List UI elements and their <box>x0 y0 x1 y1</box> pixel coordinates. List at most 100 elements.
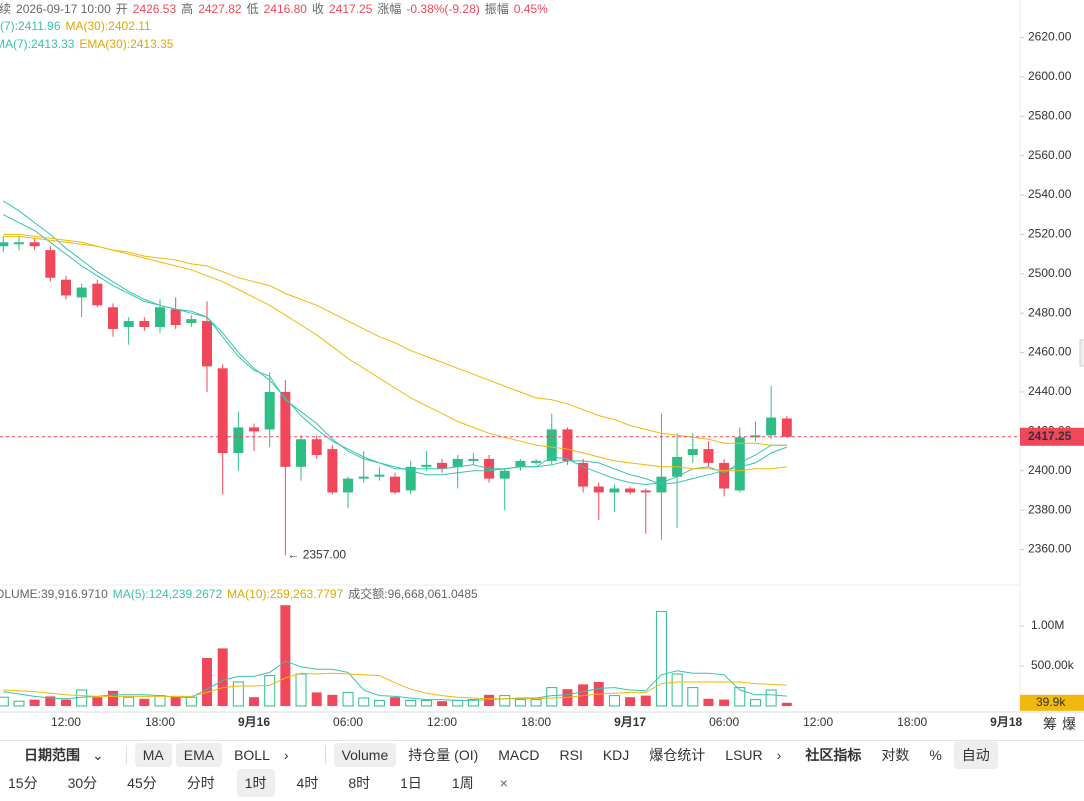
volume-bar <box>92 697 103 706</box>
candle-body <box>452 458 463 467</box>
volume-bar <box>499 695 511 707</box>
volume-bar <box>358 697 370 707</box>
community[interactable]: 社区指标 <box>805 747 862 763</box>
y-tick-label: 2580.00 <box>1028 108 1072 122</box>
volume-bar <box>608 695 620 707</box>
y-tick-label: 2500.00 <box>1028 266 1072 280</box>
candle-body <box>687 449 698 455</box>
candle-body <box>405 466 416 491</box>
indicator[interactable]: BOLL <box>234 747 270 763</box>
volume-bar <box>249 697 260 706</box>
indicator[interactable]: KDJ <box>602 747 630 763</box>
candle-body <box>123 321 134 327</box>
candle-body <box>155 307 165 327</box>
candle-body <box>703 449 714 463</box>
ema-header: EMA(7):2413.33 EMA(30):2413.35 <box>0 37 178 51</box>
volume-bar <box>202 658 213 706</box>
indicator[interactable]: EMA <box>175 743 223 767</box>
icon[interactable]: 爆 <box>1062 716 1076 732</box>
vol-ma10: MA(10):259,263.7797 <box>227 587 344 601</box>
label: 涨幅 <box>377 2 402 16</box>
value: 2416.80 <box>263 2 307 16</box>
indicator[interactable]: 持仓量 (OI) <box>408 747 479 763</box>
candle-body <box>249 427 260 432</box>
log[interactable]: 对数 <box>881 747 910 763</box>
y-tick-label: 2560.00 <box>1028 148 1072 162</box>
candle-body <box>343 478 354 493</box>
volume-bar <box>749 699 761 707</box>
auto[interactable]: 自动 <box>953 741 998 769</box>
label: 收 <box>311 2 324 16</box>
side-handle <box>1079 339 1084 367</box>
x-tick-label: 12:00 <box>51 715 81 729</box>
candle-body <box>107 307 118 329</box>
candle-body <box>719 462 730 489</box>
volume-bar <box>765 689 777 707</box>
symbol: 永续 <box>0 2 12 16</box>
y-tick-label: 2620.00 <box>1028 30 1072 44</box>
percent[interactable]: % <box>929 747 942 763</box>
indicator[interactable]: MA <box>134 743 172 767</box>
interval[interactable]: 30分 <box>67 775 98 791</box>
y-tick-label: 2540.00 <box>1028 187 1072 201</box>
volume-bar <box>327 694 338 706</box>
toolbar: 日期范围 ⌄ MA EMA BOLL › Volume 持仓量 (OI) MACD RSI KD… <box>0 740 1084 769</box>
y-tick-label: 1.00M <box>1031 618 1064 632</box>
interval[interactable]: 分时 <box>186 775 215 791</box>
ema30: EMA(30):2413.35 <box>79 37 174 51</box>
candle-body <box>437 462 448 469</box>
volume-bar <box>390 697 401 706</box>
candle-body <box>374 474 385 477</box>
candle-body <box>562 429 573 461</box>
candle-body <box>76 287 87 298</box>
label: 高 <box>181 2 194 16</box>
indicator[interactable]: RSI <box>559 747 583 763</box>
label: 低 <box>246 2 259 16</box>
ma-header: MA(7):2411.96 MA(30):2402.11 <box>0 19 156 33</box>
right-icons: 筹爆 <box>1043 717 1081 731</box>
volume-bar <box>719 699 730 706</box>
candle-body <box>578 462 589 487</box>
interval[interactable]: 45分 <box>127 775 157 791</box>
candle-body <box>170 309 181 325</box>
indicator[interactable]: LSUR <box>725 747 763 763</box>
volume-bar <box>687 687 699 707</box>
icon[interactable]: 筹 <box>1043 716 1057 732</box>
value: 2427.82 <box>198 2 242 16</box>
volume-bar <box>45 696 56 706</box>
vol-ma5: MA(5):124,239.2672 <box>112 587 223 601</box>
date-range[interactable]: 日期范围 <box>24 747 80 763</box>
interval[interactable]: 15分 <box>8 775 38 791</box>
interval[interactable]: 1日 <box>400 775 422 791</box>
candle-body <box>280 391 291 467</box>
volume-bar <box>264 675 276 707</box>
x-tick-label: 9月18 <box>990 715 1022 729</box>
y-tick-label: 2480.00 <box>1028 305 1072 319</box>
candle-body <box>499 470 510 479</box>
x-tick-label: 18:00 <box>521 715 551 729</box>
volume-bar <box>625 697 636 706</box>
y-tick-label: 2600.00 <box>1028 69 1072 83</box>
volume-bar <box>107 690 118 706</box>
value: 2417.25 <box>329 2 373 16</box>
x-tick-label: 9月16 <box>238 715 270 729</box>
interval[interactable]: 8时 <box>348 775 371 791</box>
volume-bar <box>232 681 244 707</box>
indicator[interactable]: MACD <box>498 747 540 763</box>
indicator[interactable]: 爆仓统计 <box>649 747 706 763</box>
indicator[interactable]: Volume <box>333 743 397 767</box>
volume-bar <box>671 673 683 707</box>
candle-body <box>781 418 792 437</box>
interval[interactable]: 1周 <box>451 775 474 791</box>
volume-bar <box>484 694 495 706</box>
volume-bar <box>139 698 150 706</box>
candle-body <box>233 427 244 454</box>
interval[interactable]: 4时 <box>296 775 319 791</box>
indicator-line <box>3 672 787 700</box>
candle-body <box>531 460 542 463</box>
volume: VOLUME:39,916.9710 <box>0 587 108 601</box>
y-tick-label: 2440.00 <box>1028 384 1072 398</box>
interval[interactable]: 1时 <box>236 769 275 797</box>
volume-bar <box>0 696 9 707</box>
label: 振幅 <box>484 2 509 16</box>
